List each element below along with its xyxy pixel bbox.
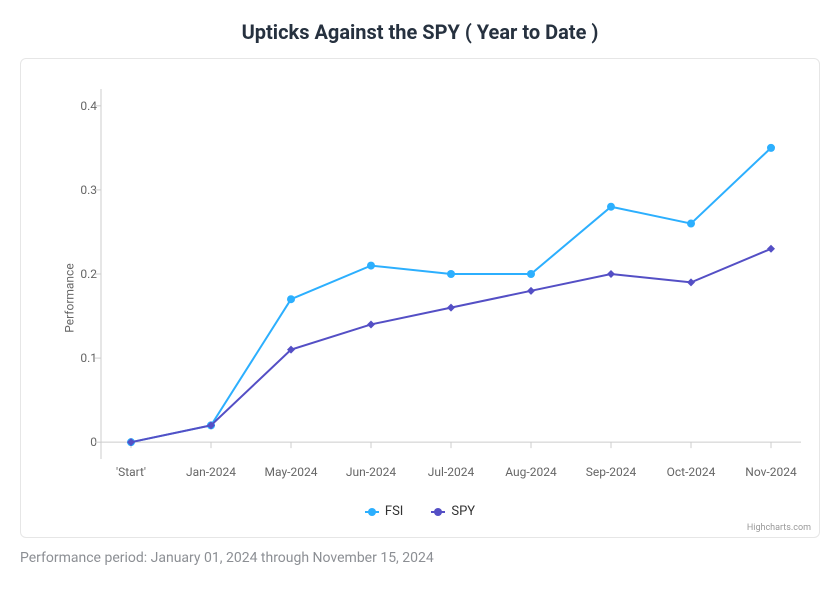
x-tick-label: 'Start' (116, 465, 146, 479)
x-tick-label: Sep-2024 (586, 465, 637, 479)
legend-label: FSI (385, 504, 403, 519)
series-marker[interactable] (447, 304, 455, 312)
page-root: Upticks Against the SPY ( Year to Date )… (0, 0, 840, 610)
x-tick-label: Aug-2024 (505, 465, 556, 479)
series-marker[interactable] (367, 320, 375, 328)
credit-link[interactable]: Highcharts.com (747, 523, 811, 533)
legend-swatch-icon (365, 511, 379, 513)
series-marker[interactable] (287, 295, 295, 303)
x-tick-label: Jan-2024 (186, 465, 236, 479)
footnote-text: Performance period: January 01, 2024 thr… (20, 550, 820, 566)
legend: FSI SPY (21, 504, 819, 519)
series-line[interactable] (131, 148, 771, 442)
legend-item[interactable]: SPY (431, 504, 475, 519)
series-marker[interactable] (367, 262, 375, 270)
chart-title: Upticks Against the SPY ( Year to Date ) (20, 20, 820, 44)
series-marker[interactable] (527, 270, 535, 278)
x-tick-label: May-2024 (265, 465, 318, 479)
y-tick-label: 0 (67, 435, 97, 449)
series-marker[interactable] (607, 203, 615, 211)
y-tick-label: 0.1 (67, 351, 97, 365)
x-tick-label: Oct-2024 (667, 465, 716, 479)
y-tick-label: 0.4 (67, 99, 97, 113)
series-marker[interactable] (527, 287, 535, 295)
series-marker[interactable] (767, 144, 775, 152)
legend-swatch-icon (431, 511, 445, 513)
legend-item[interactable]: FSI (365, 504, 403, 519)
series-group (127, 144, 775, 446)
x-tick-label: Jun-2024 (346, 465, 396, 479)
x-tick-label: Nov-2024 (745, 465, 796, 479)
series-marker[interactable] (607, 270, 615, 278)
legend-label: SPY (451, 504, 475, 519)
y-tick-label: 0.3 (67, 183, 97, 197)
series-marker[interactable] (687, 278, 695, 286)
x-tick-label: Jul-2024 (428, 465, 474, 479)
y-tick-label: 0.2 (67, 267, 97, 281)
plot-area (101, 89, 801, 459)
series-marker[interactable] (447, 270, 455, 278)
chart-frame: Performance 00.10.20.30.4 'Start'Jan-202… (20, 58, 820, 538)
series-marker[interactable] (767, 245, 775, 253)
series-marker[interactable] (687, 220, 695, 228)
